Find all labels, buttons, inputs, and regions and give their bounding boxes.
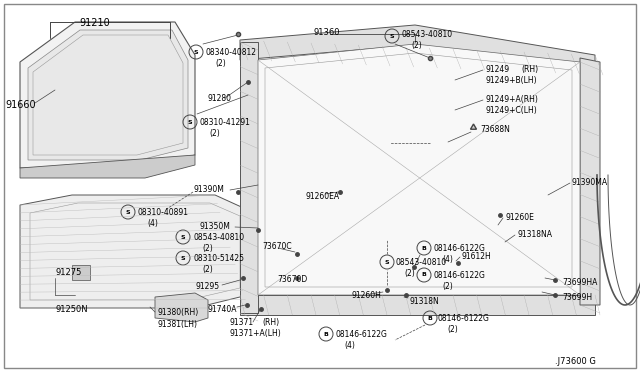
- Text: 91260E: 91260E: [506, 213, 535, 222]
- Text: .J73600 G: .J73600 G: [555, 357, 596, 366]
- Text: 91660: 91660: [5, 100, 36, 110]
- Text: 73670D: 73670D: [277, 275, 307, 284]
- Text: 08146-6122G: 08146-6122G: [438, 314, 490, 323]
- Polygon shape: [28, 30, 188, 160]
- Text: (2): (2): [215, 59, 226, 68]
- Text: 91249+C(LH): 91249+C(LH): [485, 106, 537, 115]
- Text: 08543-40810: 08543-40810: [395, 258, 446, 267]
- Polygon shape: [20, 195, 248, 308]
- Text: 08543-40810: 08543-40810: [193, 233, 244, 242]
- Text: S: S: [125, 209, 131, 215]
- Text: (2): (2): [209, 129, 220, 138]
- Text: 91740A: 91740A: [207, 305, 237, 314]
- Text: (4): (4): [344, 341, 355, 350]
- Polygon shape: [20, 155, 195, 178]
- Text: 91295: 91295: [196, 282, 220, 291]
- Polygon shape: [155, 293, 208, 322]
- Text: 91260EA: 91260EA: [305, 192, 339, 201]
- Polygon shape: [72, 265, 90, 280]
- Text: S: S: [194, 49, 198, 55]
- Text: 73699HA: 73699HA: [562, 278, 597, 287]
- Text: 91350M: 91350M: [200, 222, 231, 231]
- Text: B: B: [428, 315, 433, 321]
- Text: 08146-6122G: 08146-6122G: [335, 330, 387, 339]
- Text: S: S: [385, 260, 389, 264]
- Text: 91280: 91280: [207, 94, 231, 103]
- Text: S: S: [188, 119, 192, 125]
- Text: 73688N: 73688N: [480, 125, 510, 134]
- Text: 91371: 91371: [230, 318, 254, 327]
- Text: 91249+A(RH): 91249+A(RH): [485, 95, 538, 104]
- Text: 91390MA: 91390MA: [572, 178, 608, 187]
- Text: S: S: [390, 33, 394, 38]
- Text: 91360: 91360: [313, 28, 339, 37]
- Text: 08310-51425: 08310-51425: [193, 254, 244, 263]
- Polygon shape: [580, 58, 600, 305]
- Text: B: B: [422, 273, 426, 278]
- Polygon shape: [240, 42, 258, 313]
- Text: B: B: [324, 331, 328, 337]
- Text: 91381(LH): 91381(LH): [157, 320, 197, 329]
- Text: 91371+A(LH): 91371+A(LH): [230, 329, 282, 338]
- Text: 91390M: 91390M: [193, 185, 224, 194]
- Text: B: B: [422, 246, 426, 250]
- Text: (2): (2): [404, 269, 415, 278]
- Text: 91612H: 91612H: [462, 252, 492, 261]
- Text: S: S: [180, 256, 186, 260]
- Text: 91275: 91275: [55, 268, 81, 277]
- Text: 91249+B(LH): 91249+B(LH): [485, 76, 536, 85]
- Text: (RH): (RH): [521, 65, 538, 74]
- Text: 08310-41291: 08310-41291: [200, 118, 251, 127]
- Text: 91318N: 91318N: [410, 297, 440, 306]
- Text: 08543-40810: 08543-40810: [402, 30, 453, 39]
- Text: 91249: 91249: [485, 65, 509, 74]
- Text: 08340-40812: 08340-40812: [206, 48, 257, 57]
- Text: 08146-6122G: 08146-6122G: [433, 271, 485, 280]
- Text: 91318NA: 91318NA: [518, 230, 553, 239]
- Polygon shape: [20, 22, 195, 168]
- Text: (2): (2): [202, 265, 212, 274]
- Text: (4): (4): [147, 219, 158, 228]
- Text: 91250N: 91250N: [55, 305, 88, 314]
- Polygon shape: [258, 44, 580, 295]
- Text: (2): (2): [447, 325, 458, 334]
- Polygon shape: [240, 295, 595, 315]
- Text: (2): (2): [202, 244, 212, 253]
- Text: 08146-6122G: 08146-6122G: [433, 244, 485, 253]
- Text: 73670C: 73670C: [262, 242, 292, 251]
- Text: 91380(RH): 91380(RH): [157, 308, 198, 317]
- Text: (RH): (RH): [262, 318, 279, 327]
- Polygon shape: [240, 25, 595, 75]
- Text: (2): (2): [442, 282, 452, 291]
- Text: 91260H: 91260H: [352, 291, 382, 300]
- Text: 73699H: 73699H: [562, 293, 592, 302]
- Text: (2): (2): [411, 41, 422, 50]
- Text: 08310-40891: 08310-40891: [138, 208, 189, 217]
- Text: 91210: 91210: [79, 18, 110, 28]
- Text: S: S: [180, 234, 186, 240]
- Text: (4): (4): [442, 255, 453, 264]
